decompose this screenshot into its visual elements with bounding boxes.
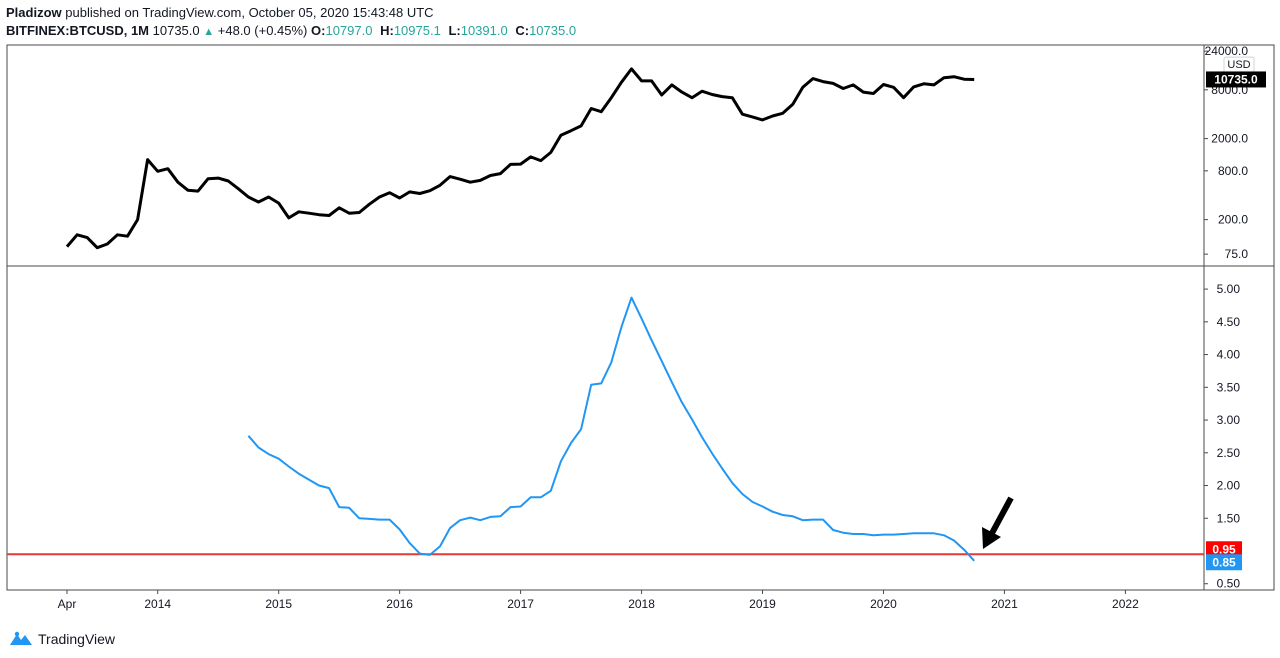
indicator-pane[interactable]: [7, 296, 1204, 562]
time-tick-label: 2022: [1112, 597, 1139, 611]
high-value: 10975.1: [393, 23, 441, 38]
high-label: H:: [380, 23, 394, 38]
low-label: L:: [448, 23, 461, 38]
publisher-name[interactable]: Pladizow: [6, 5, 62, 20]
price-tick-label: 800.0: [1218, 164, 1248, 178]
close-label: C:: [515, 23, 530, 38]
footer: TradingView: [8, 629, 115, 649]
published-text: published on TradingView.com, October 05…: [65, 5, 434, 20]
indicator-tick-label: 2.00: [1217, 479, 1241, 493]
price-tick-label: 200.0: [1218, 213, 1248, 227]
publish-info: Pladizow published on TradingView.com, O…: [6, 5, 434, 21]
up-arrow-icon: ▲: [203, 26, 215, 38]
price-tick-label: 24000.0: [1205, 44, 1249, 58]
indicator-line[interactable]: [247, 296, 975, 562]
time-axis[interactable]: Apr 2014 2015 2016 2017 2018 2019 2020 2021 2022: [58, 590, 1139, 611]
indicator-axis[interactable]: 5.00 4.50 4.00 3.50 3.00 2.50 2.00 1.50 0.50 0.95…: [1204, 282, 1242, 591]
time-tick-label: 2017: [507, 597, 534, 611]
tradingview-logo-icon[interactable]: [8, 630, 34, 648]
indicator-tick-label: 2.50: [1217, 446, 1241, 460]
indicator-tick-label: 1.50: [1217, 511, 1241, 525]
time-tick-label: 2018: [628, 597, 655, 611]
time-tick-label: 2021: [991, 597, 1018, 611]
price-line[interactable]: [65, 67, 975, 250]
indicator-tick-label: 3.00: [1217, 413, 1241, 427]
chart-frame: [6, 44, 1275, 591]
currency-label: USD: [1227, 59, 1250, 71]
arrow-shaft: [988, 496, 1014, 537]
indicator-tick-label: 5.00: [1217, 282, 1241, 296]
threshold-badge: [1206, 541, 1242, 558]
low-value: 10391.0: [460, 23, 508, 38]
price-tick-label: 2000.0: [1211, 132, 1248, 146]
time-tick-label: 2020: [870, 597, 897, 611]
arrow-head: [982, 527, 1001, 549]
indicator-tick-label: 0.50: [1217, 577, 1241, 591]
time-tick-label: 2015: [265, 597, 292, 611]
indicator-last-label: 0.85: [1212, 555, 1236, 569]
time-tick-label: 2019: [749, 597, 776, 611]
time-tick-label: Apr: [58, 597, 77, 611]
open-value: 10797.0: [325, 23, 373, 38]
price-change: +48.0 (+0.45%): [217, 23, 308, 38]
open-label: O:: [311, 23, 326, 38]
symbol-legend: BITFINEX:BTCUSD, 1M 10735.0 ▲ +48.0 (+0.…: [6, 23, 580, 40]
annotation-arrow-icon: [982, 496, 1014, 549]
indicator-last-badge: [1206, 554, 1242, 571]
tradingview-brand[interactable]: TradingView: [38, 631, 116, 647]
symbol-name[interactable]: BITFINEX:BTCUSD, 1M: [6, 23, 149, 38]
annotations: [982, 496, 1014, 549]
indicator-tick-label: 4.50: [1217, 315, 1241, 329]
last-price: 10735.0: [152, 23, 200, 38]
last-price-label: 10735.0: [1214, 72, 1258, 86]
threshold-value-label: 0.95: [1212, 542, 1236, 556]
price-tick-label: 75.0: [1225, 247, 1249, 261]
close-value: 10735.0: [529, 23, 577, 38]
indicator-tick-label: 3.50: [1217, 380, 1241, 394]
time-tick-label: 2016: [386, 597, 413, 611]
indicator-tick-label: 4.00: [1217, 348, 1241, 362]
price-pane[interactable]: [65, 67, 975, 250]
last-price-badge: [1206, 71, 1266, 88]
price-axis[interactable]: 24000.08000.02000.0800.0200.075.0USD1073…: [1204, 44, 1266, 261]
time-tick-label: 2014: [144, 597, 171, 611]
chart-border: [6, 44, 1275, 591]
